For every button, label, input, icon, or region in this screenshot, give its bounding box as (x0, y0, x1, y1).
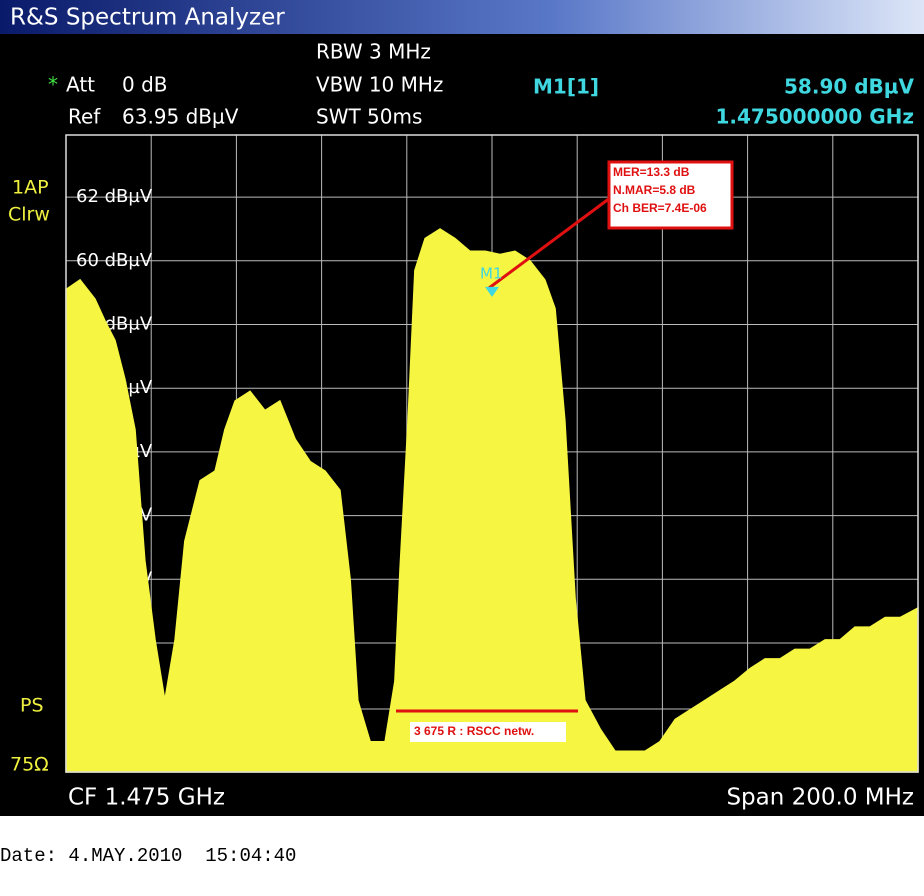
preamp: PS (20, 695, 44, 717)
marker-level: 58.90 dBµV (784, 75, 915, 99)
spectrum-trace (65, 228, 919, 773)
att-value: 0 dB (122, 73, 168, 97)
channel-label-bg (410, 722, 566, 742)
marker-id: M1[1] (533, 75, 599, 99)
marker-label: M1 (480, 264, 503, 282)
channel-label: 3 675 R : RSCC netw. (414, 724, 534, 738)
marker (485, 286, 499, 297)
trace-mode: 1AP (12, 177, 49, 199)
date: Date: 4.MAY.2010 15:04:40 (0, 845, 296, 867)
annotation-box (607, 160, 734, 230)
marker-freq: 1.475000000 GHz (715, 105, 914, 129)
annotation-text: N.MAR=5.8 dB (613, 183, 696, 197)
ref-value: 63.95 dBµV (122, 105, 239, 129)
window-title: R&S Spectrum Analyzer (10, 5, 285, 31)
swt: SWT 50ms (316, 105, 422, 129)
rbw: RBW 3 MHz (316, 40, 431, 64)
att-star: * (48, 73, 58, 97)
annotation-text: MER=13.3 dB (613, 165, 690, 179)
y-tick-label: 60 dBµV (76, 250, 153, 271)
trace-type: Clrw (8, 204, 50, 226)
center-frequency: CF 1.475 GHz (68, 785, 225, 811)
ref-label: Ref (68, 105, 101, 129)
callout-line (488, 196, 611, 290)
att-label: Att (66, 73, 95, 97)
plot-frame (65, 134, 919, 773)
impedance: 75Ω (10, 754, 49, 776)
title-bar (0, 0, 924, 34)
span: Span 200.0 MHz (726, 785, 914, 811)
annotation-text: Ch BER=7.4E-06 (613, 201, 707, 215)
y-tick-label: 62 dBµV (76, 186, 153, 207)
vbw: VBW 10 MHz (316, 73, 443, 97)
